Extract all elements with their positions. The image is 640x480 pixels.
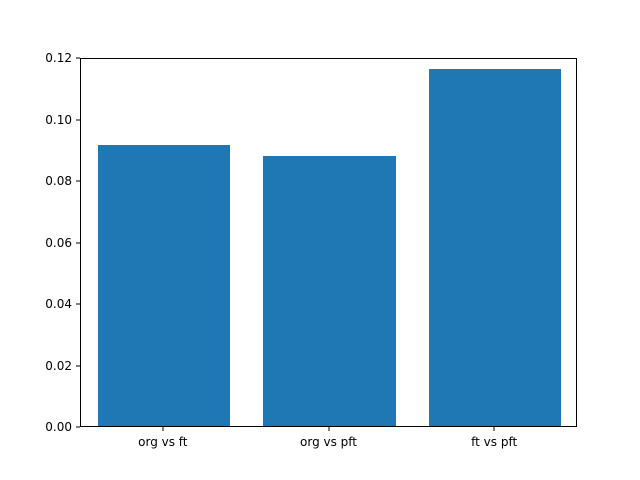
x-tick-label-org-vs-ft: org vs ft: [138, 435, 188, 449]
y-tick-label: 0.08: [45, 174, 72, 188]
bar-org-vs-pft: [263, 156, 396, 426]
y-tick-mark: [76, 119, 80, 120]
y-tick-label: 0.02: [45, 358, 72, 373]
x-tick-label-org-vs-pft: org vs pft: [300, 435, 357, 449]
y-tick-label: 0.00: [45, 420, 72, 434]
y-tick-label: 0.10: [45, 112, 72, 127]
y-tick-mark: [76, 180, 80, 182]
y-tick-mark: [76, 303, 80, 305]
x-tick-mark: [328, 427, 329, 431]
bar-org-vs-ft: [97, 144, 231, 426]
y-tick-mark: [76, 426, 80, 428]
y-tick-mark: [76, 365, 80, 366]
y-tick-mark: [76, 57, 80, 59]
y-tick-label: 0.04: [45, 297, 72, 311]
y-tick-mark: [76, 242, 80, 243]
bar-ft-vs-pft: [428, 69, 562, 426]
plot-area: [80, 58, 577, 427]
y-tick-label: 0.06: [45, 235, 72, 250]
x-tick-mark: [162, 427, 164, 431]
x-tick-label-ft-vs-pft: ft vs pft: [471, 435, 518, 449]
x-tick-mark: [493, 427, 495, 431]
y-tick-label: 0.12: [45, 51, 72, 65]
